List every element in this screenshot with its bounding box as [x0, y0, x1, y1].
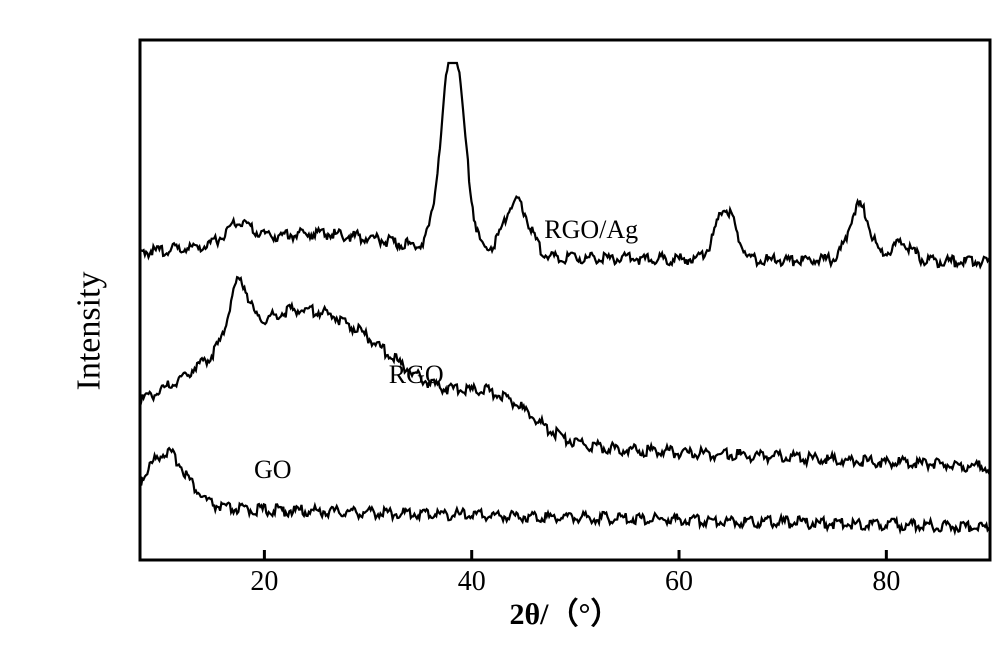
- x-tick-label: 80: [872, 566, 900, 598]
- series-label-RGO: RGO: [389, 360, 444, 390]
- x-tick-label: 40: [458, 566, 486, 598]
- series-label-GO: GO: [254, 455, 292, 485]
- series-label-RGO_Ag: RGO/Ag: [544, 215, 638, 245]
- xrd-chart: Intensity 2θ/（°） 20 40 60 80 GO RGO RGO/Ag: [20, 20, 998, 641]
- y-axis-label: Intensity: [70, 271, 108, 390]
- x-tick-label: 20: [250, 566, 278, 598]
- plot-svg: [20, 20, 998, 641]
- x-tick-label: 60: [665, 566, 693, 598]
- x-axis-label: 2θ/（°）: [510, 589, 621, 633]
